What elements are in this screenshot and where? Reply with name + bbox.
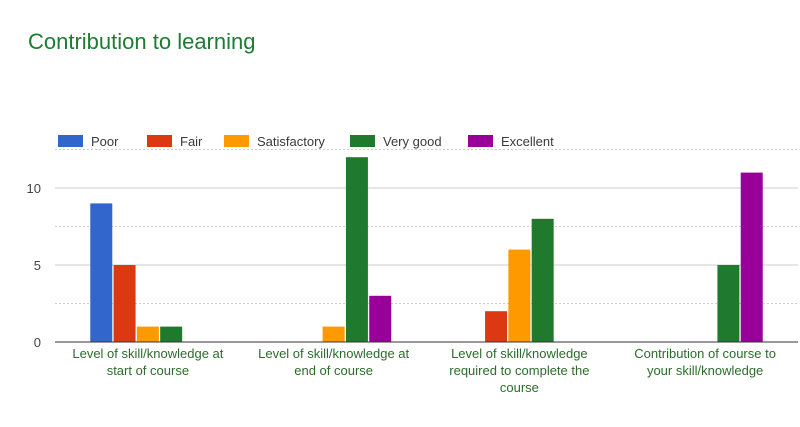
bar-satisfactory xyxy=(136,326,159,342)
x-category-label: start of course xyxy=(107,363,189,378)
bar-excellent xyxy=(740,172,763,342)
bar-satisfactory xyxy=(508,249,531,342)
x-category-label: Level of skill/knowledge at xyxy=(258,346,409,361)
x-category-label: your skill/knowledge xyxy=(647,363,763,378)
legend-swatch-excellent xyxy=(468,135,493,147)
x-category-label: Contribution of course to xyxy=(634,346,776,361)
legend-label: Fair xyxy=(180,134,203,149)
legend-swatch-very-good xyxy=(350,135,375,147)
bar-very-good xyxy=(345,157,368,342)
y-tick-label: 5 xyxy=(34,258,41,273)
x-category-label: Level of skill/knowledge at xyxy=(72,346,223,361)
x-category-label: required to complete the xyxy=(449,363,589,378)
y-tick-label: 10 xyxy=(27,181,41,196)
x-category-label: end of course xyxy=(294,363,373,378)
legend-swatch-satisfactory xyxy=(224,135,249,147)
bar-poor xyxy=(90,203,113,342)
legend-label: Poor xyxy=(91,134,119,149)
legend-label: Excellent xyxy=(501,134,554,149)
legend-label: Satisfactory xyxy=(257,134,325,149)
chart-title: Contribution to learning xyxy=(28,29,256,54)
legend-swatch-fair xyxy=(147,135,172,147)
x-category-label: course xyxy=(500,380,539,395)
bar-very-good xyxy=(531,218,554,342)
legend-label: Very good xyxy=(383,134,442,149)
bar-excellent xyxy=(369,295,392,342)
bar-very-good xyxy=(160,326,183,342)
bar-satisfactory xyxy=(322,326,345,342)
x-category-label: Level of skill/knowledge xyxy=(451,346,588,361)
bar-very-good xyxy=(717,265,740,342)
legend-swatch-poor xyxy=(58,135,83,147)
y-tick-label: 0 xyxy=(34,335,41,350)
bar-fair xyxy=(113,265,136,342)
bar-fair xyxy=(485,311,508,342)
